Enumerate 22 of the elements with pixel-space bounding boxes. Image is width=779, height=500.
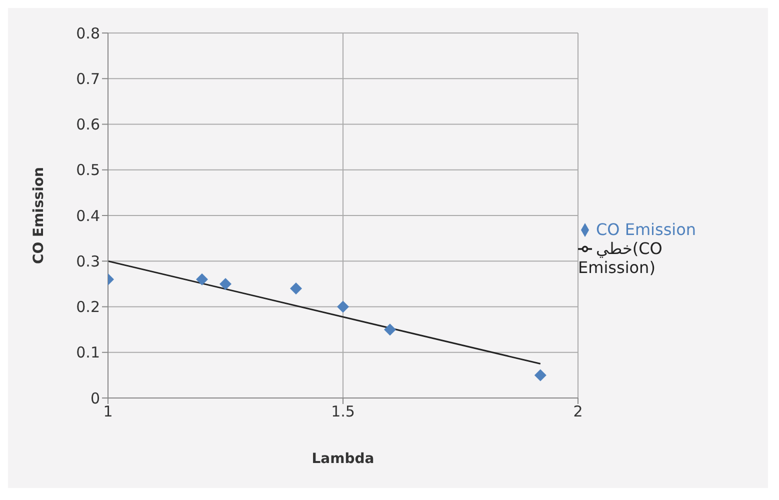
- y-tick-label: 0.6: [76, 116, 100, 134]
- x-tick-label: 1: [103, 402, 113, 421]
- y-tick-label: 0.4: [76, 206, 100, 225]
- y-tick-label: 0.5: [76, 161, 100, 180]
- y-tick-label: 0.3: [76, 252, 100, 270]
- y-tick-label: 0.8: [76, 24, 100, 42]
- y-tick-label: 0.1: [76, 344, 100, 362]
- point: [337, 300, 349, 313]
- x-tick-label: 1.5: [331, 402, 355, 421]
- y-tick-label: 0.2: [76, 298, 100, 316]
- legend-label: خطي(CO Emission): [578, 238, 662, 276]
- point: [290, 282, 302, 294]
- point: [384, 324, 396, 336]
- x-axis-title: Lambda: [312, 451, 374, 467]
- y-tick-label: 0: [90, 389, 100, 408]
- legend-label: CO Emission: [596, 220, 696, 238]
- point: [220, 278, 232, 290]
- point: [196, 273, 208, 286]
- x-tick-label: 2: [573, 402, 583, 421]
- y-tick-label: 0.7: [76, 70, 100, 88]
- y-axis-title: CO Emission: [30, 166, 47, 264]
- point: [534, 369, 546, 382]
